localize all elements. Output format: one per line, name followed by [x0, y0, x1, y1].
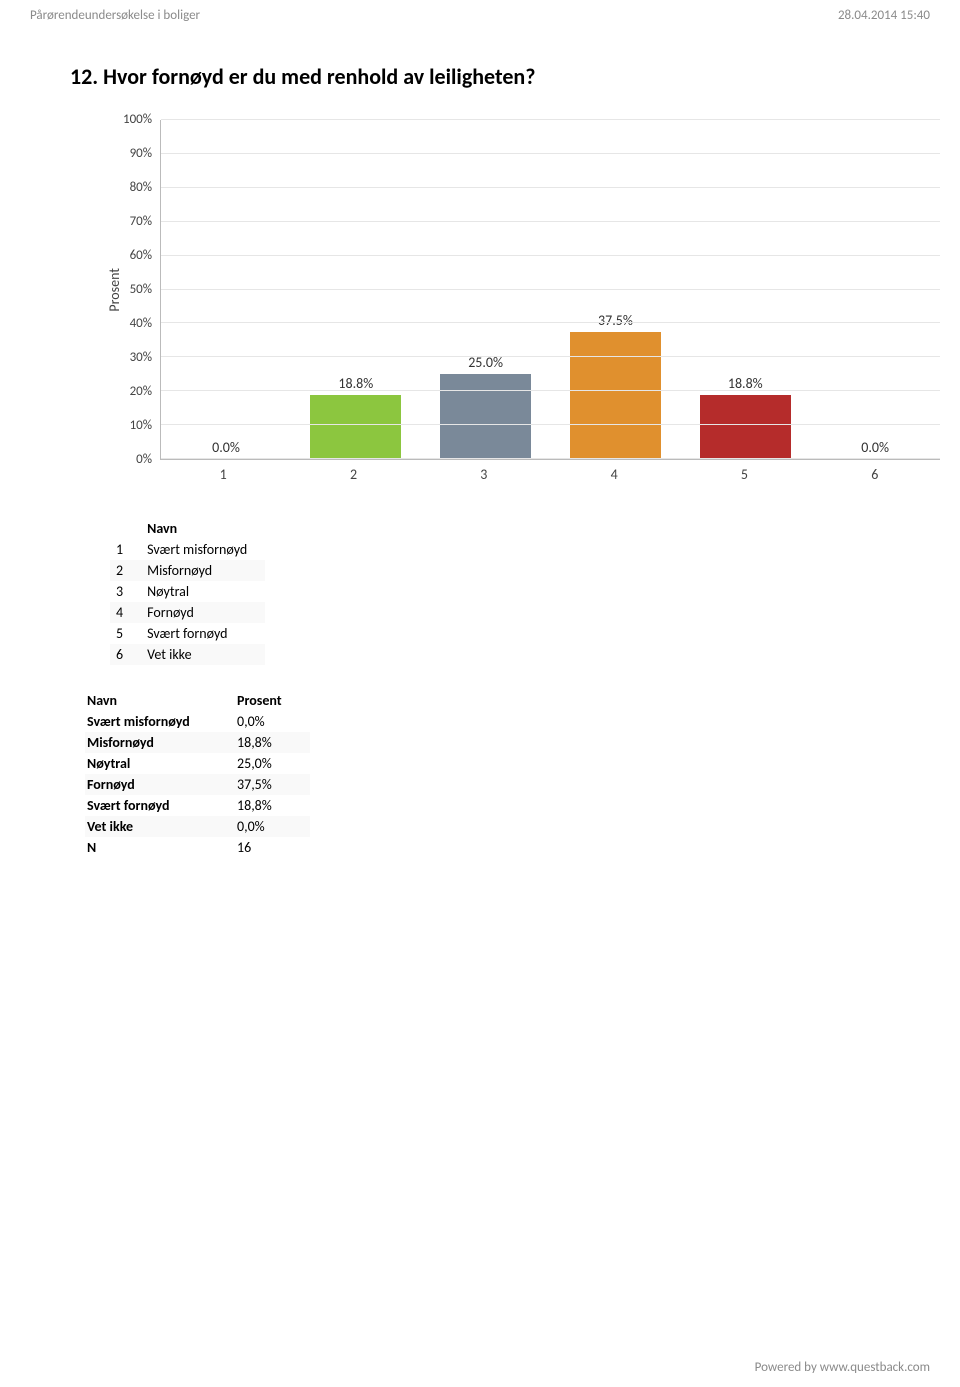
- grid-line: [161, 255, 940, 256]
- header-right: 28.04.2014 15:40: [838, 8, 930, 23]
- x-tick: 3: [419, 460, 549, 483]
- legend-index: 4: [110, 602, 141, 623]
- table-row: N16: [85, 837, 310, 858]
- result-value: 18,8%: [235, 795, 310, 816]
- table-row: Fornøyd37,5%: [85, 774, 310, 795]
- header: Pårørendeundersøkelse i boliger 28.04.20…: [30, 8, 930, 23]
- bars-container: 0.0% 18.8% 25.0% 37.5% 18.8% 0.0%: [161, 120, 940, 459]
- grid-line: [161, 289, 940, 290]
- results-col-name: Navn: [85, 690, 235, 711]
- bar-slot: 25.0%: [421, 120, 551, 459]
- legend-index: 2: [110, 560, 141, 581]
- bar-value-label: 0.0%: [861, 439, 889, 456]
- table-row: 4Fornøyd: [110, 602, 265, 623]
- result-value: 0,0%: [235, 816, 310, 837]
- table-row: 5Svært fornøyd: [110, 623, 265, 644]
- grid-line: [161, 390, 940, 391]
- results-col-value: Prosent: [235, 690, 310, 711]
- x-tick: 1: [158, 460, 288, 483]
- grid-line: [161, 153, 940, 154]
- footer: Powered by www.questback.com: [755, 1360, 930, 1375]
- x-tick: 6: [810, 460, 940, 483]
- result-value: 18,8%: [235, 732, 310, 753]
- x-tick: 2: [288, 460, 418, 483]
- x-tick: 4: [549, 460, 679, 483]
- result-name: Nøytral: [85, 753, 235, 774]
- header-left: Pårørendeundersøkelse i boliger: [30, 8, 200, 23]
- legend-index: 3: [110, 581, 141, 602]
- bar-value-label: 37.5%: [598, 312, 633, 329]
- bar-value-label: 0.0%: [212, 439, 240, 456]
- bar: 25.0%: [440, 374, 531, 459]
- result-value: 37,5%: [235, 774, 310, 795]
- legend-name: Vet ikke: [141, 644, 265, 665]
- grid-line: [161, 458, 940, 459]
- legend-name: Nøytral: [141, 581, 265, 602]
- result-name: Fornøyd: [85, 774, 235, 795]
- bar-chart: Prosent 100%90%80%70%60%50%40%30%20%10%0…: [100, 120, 940, 483]
- result-name: N: [85, 837, 235, 858]
- result-value: 16: [235, 837, 310, 858]
- bar-slot: 18.8%: [680, 120, 810, 459]
- legend-index: 6: [110, 644, 141, 665]
- plot-area: 0.0% 18.8% 25.0% 37.5% 18.8% 0.0%: [160, 120, 940, 460]
- table-row: 1Svært misfornøyd: [110, 539, 265, 560]
- x-tick: 5: [679, 460, 809, 483]
- legend-index: 1: [110, 539, 141, 560]
- y-axis-ticks: 100%90%80%70%60%50%40%30%20%10%0%: [123, 120, 160, 460]
- result-name: Misfornøyd: [85, 732, 235, 753]
- grid-line: [161, 424, 940, 425]
- legend-name: Fornøyd: [141, 602, 265, 623]
- result-value: 25,0%: [235, 753, 310, 774]
- x-axis: 123456: [100, 460, 940, 483]
- legend-name: Misfornøyd: [141, 560, 265, 581]
- table-row: 3Nøytral: [110, 581, 265, 602]
- table-row: 2Misfornøyd: [110, 560, 265, 581]
- results-table: Navn Prosent Svært misfornøyd0,0%Misforn…: [85, 690, 310, 858]
- result-name: Svært misfornøyd: [85, 711, 235, 732]
- table-row: 6Vet ikke: [110, 644, 265, 665]
- table-row: Svært misfornøyd0,0%: [85, 711, 310, 732]
- legend-name: Svært fornøyd: [141, 623, 265, 644]
- grid-line: [161, 221, 940, 222]
- legend-col-name: Navn: [141, 518, 265, 539]
- question-title: 12. Hvor fornøyd er du med renhold av le…: [70, 63, 930, 90]
- table-row: Nøytral25,0%: [85, 753, 310, 774]
- bar-slot: 0.0%: [810, 120, 940, 459]
- y-axis-label: Prosent: [100, 268, 123, 312]
- page: Pårørendeundersøkelse i boliger 28.04.20…: [0, 0, 960, 1387]
- legend-table: Navn 1Svært misfornøyd2Misfornøyd3Nøytra…: [110, 518, 265, 665]
- table-row: Vet ikke0,0%: [85, 816, 310, 837]
- legend-name: Svært misfornøyd: [141, 539, 265, 560]
- bar: 18.8%: [310, 395, 401, 459]
- grid-line: [161, 356, 940, 357]
- legend-col-index: [110, 518, 141, 539]
- bar-slot: 0.0%: [161, 120, 291, 459]
- grid-line: [161, 119, 940, 120]
- bar-slot: 18.8%: [291, 120, 421, 459]
- result-name: Svært fornøyd: [85, 795, 235, 816]
- result-value: 0,0%: [235, 711, 310, 732]
- bar-slot: 37.5%: [551, 120, 681, 459]
- table-row: Svært fornøyd18,8%: [85, 795, 310, 816]
- grid-line: [161, 322, 940, 323]
- result-name: Vet ikke: [85, 816, 235, 837]
- table-row: Misfornøyd18,8%: [85, 732, 310, 753]
- grid-line: [161, 187, 940, 188]
- legend-index: 5: [110, 623, 141, 644]
- bar: 18.8%: [700, 395, 791, 459]
- bar: 37.5%: [570, 332, 661, 459]
